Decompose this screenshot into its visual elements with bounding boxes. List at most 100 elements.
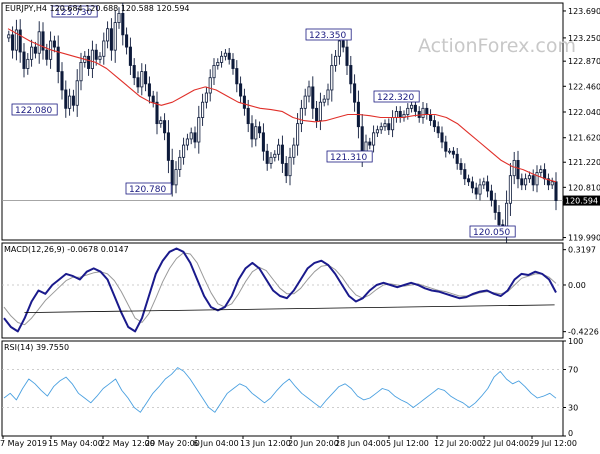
price-candle [79,52,83,91]
candle-body [71,95,75,106]
price-candle [296,113,300,156]
candle-body [239,83,243,97]
price-candle [33,41,37,59]
candle-body [360,126,364,155]
candle-body [550,181,554,186]
price-ytick-label: 122.040 [568,108,600,117]
price-candle [261,123,265,161]
price-candle [303,88,307,116]
x-tick-label: 13 Jun 12:00 [240,439,291,448]
candle-body [345,46,349,66]
candle-body [527,175,531,180]
price-candle [231,53,235,75]
price-candle [140,63,144,96]
candle-body [121,13,125,36]
candle-body [140,71,144,88]
macd-panel: 0.3197 0.00 -0.4226 [1,242,599,339]
x-tick-label: 6 Jun 04:00 [193,439,239,448]
candle-body [455,153,459,164]
price-annotation: 122.080 [11,103,58,116]
price-candle [311,76,315,119]
price-candle [444,135,448,158]
candle-body [109,28,113,51]
price-candle [345,37,349,75]
candle-body [182,144,186,158]
price-candle [22,43,26,78]
annotation-box [469,225,516,238]
candle-body [459,163,463,170]
price-candle [106,21,110,49]
price-candle [375,125,379,137]
price-candle [280,135,284,173]
candle-body [299,107,303,125]
price-candle [170,148,174,197]
price-annotation: 123.350 [305,28,352,41]
macd-support-trendline [24,304,555,313]
candle-body [79,62,83,82]
price-candle [470,176,474,194]
price-candle [413,100,417,117]
price-candle [45,43,49,66]
price-panel: 123.690 123.250 122.870 122.460 122.040 121.6… [1,2,600,244]
price-candle [220,51,224,68]
candle-body [37,31,41,54]
candle-body [235,68,239,85]
candle-body [33,46,37,54]
candle-body [170,159,174,186]
price-candle [159,116,163,128]
price-candle [136,71,140,94]
price-candle [493,192,497,220]
candle-body [98,55,102,60]
price-candle [508,162,512,216]
x-tick-label: 29 Jul 12:00 [529,439,577,448]
price-candle [193,126,197,149]
price-candle [539,165,543,177]
price-candle [212,58,216,86]
watermark: ActionForex.com [418,35,576,57]
candle-body [463,169,467,180]
candle-body [375,129,379,134]
price-candle [459,158,463,175]
candle-body [147,83,151,97]
candle-body [64,89,68,109]
x-tick-label: 22 May 12:00 [100,439,155,448]
macd-frame [1,242,564,339]
price-candle [440,126,444,149]
candle-body [87,55,91,69]
candle-body [26,58,30,69]
candle-body [436,126,440,134]
price-candle [368,137,372,150]
candle-body [136,77,140,88]
macd-main-line [3,247,557,333]
price-candle [467,174,471,186]
price-candle [307,80,311,103]
candle-body [322,98,326,103]
price-candle [474,182,478,200]
price-candle [7,30,11,43]
price-candle [250,115,254,148]
annotation-box [305,28,352,41]
candle-body [448,150,452,153]
macd-label: MACD(12,26,9) -0.0678 0.0147 [4,245,129,254]
annotation-label: 120.050 [473,228,510,238]
price-candle [387,118,391,135]
price-ytick-label: 121.220 [568,158,600,167]
price-candle [520,173,524,191]
candle-body [497,212,501,226]
candle-body [315,107,319,121]
candle-body [11,34,15,51]
price-candle [410,101,414,113]
candle-body [197,117,201,143]
candle-body [535,172,539,186]
candle-body [220,55,224,63]
price-candle [166,120,170,174]
price-candle [98,52,102,64]
price-annotation: 122.320 [373,90,420,103]
price-candle [239,76,243,104]
x-tick-label: 5 Jul 12:00 [386,439,429,448]
price-candle [436,121,440,139]
price-candle [432,115,436,132]
candle-body [383,123,387,128]
